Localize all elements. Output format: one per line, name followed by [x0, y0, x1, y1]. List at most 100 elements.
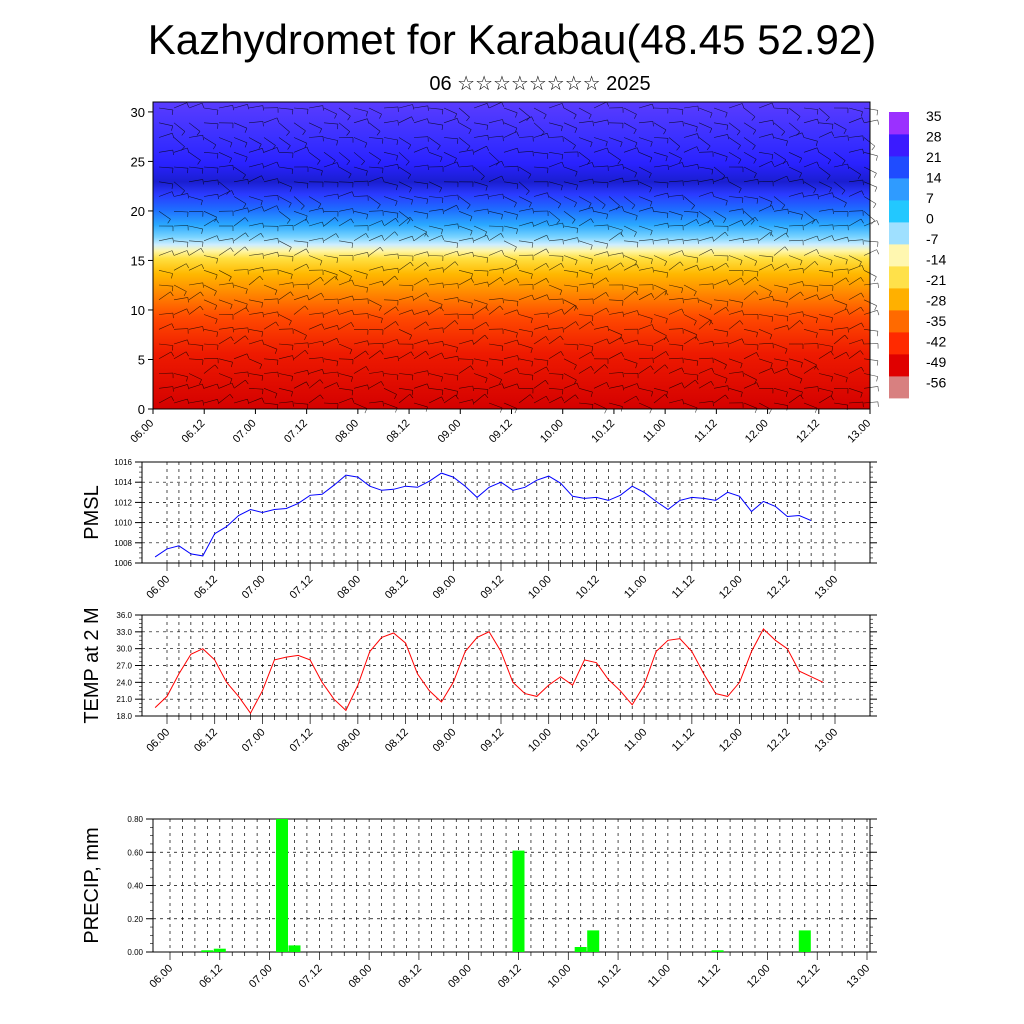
wind-barb-feather — [287, 145, 291, 150]
wind-barb-feather — [725, 112, 728, 118]
wind-barb-feather — [471, 273, 473, 279]
wind-barb — [488, 358, 503, 361]
wind-barb — [323, 325, 338, 330]
wind-barb-feather — [607, 147, 610, 153]
wind-barb-feather — [244, 217, 249, 222]
wind-barb — [563, 122, 578, 129]
wind-barb-feather — [873, 173, 877, 178]
wind-barb — [278, 152, 294, 154]
wind-barb-feather — [862, 135, 864, 141]
wind-barb-feather — [232, 327, 234, 333]
wind-barb — [698, 265, 713, 271]
wind-barb — [833, 163, 848, 168]
wind-barb-feather — [172, 168, 174, 174]
wind-barb — [863, 137, 876, 147]
wind-barb-feather — [697, 164, 699, 170]
wind-barb — [818, 395, 832, 404]
wind-barb-feather — [606, 307, 609, 313]
wind-barb-feather — [381, 220, 385, 226]
wind-barb — [578, 207, 593, 212]
y-tick-label: 10 — [131, 303, 145, 318]
wind-barb — [788, 211, 803, 215]
wind-barb-feather — [637, 339, 640, 345]
x-tick-label: 11.12 — [696, 962, 723, 989]
wind-barb-feather — [470, 365, 474, 371]
wind-barb-feather — [815, 365, 819, 371]
wind-barb — [803, 161, 818, 168]
wind-barb-feather — [350, 322, 354, 327]
wind-barb-feather — [288, 320, 292, 326]
wind-barb — [203, 314, 218, 320]
wind-barb — [563, 255, 578, 261]
wind-barb-feather — [172, 133, 175, 139]
wind-barb — [263, 117, 278, 124]
wind-barb-feather — [336, 257, 339, 263]
wind-barb — [743, 137, 756, 146]
wind-barb — [488, 119, 503, 124]
wind-barb — [248, 267, 263, 271]
wind-barb-feather — [200, 248, 204, 253]
wind-barb-feather — [455, 394, 459, 400]
wind-barb — [383, 267, 398, 271]
wind-barb-feather — [441, 390, 444, 396]
wind-barb-feather — [636, 383, 640, 389]
wind-barb — [818, 270, 833, 273]
wind-barb — [293, 295, 308, 301]
wind-barb-feather — [616, 205, 620, 210]
wind-barb-feather — [591, 162, 595, 168]
wind-barb — [593, 181, 609, 183]
wind-barb-feather — [604, 408, 607, 414]
wind-barb-feather — [486, 361, 488, 367]
wind-barb — [848, 277, 861, 286]
wind-barb — [308, 221, 323, 227]
wind-barb — [323, 162, 338, 168]
y-tick-label: 18.0 — [116, 712, 132, 721]
wind-barb — [638, 239, 653, 242]
wind-barb — [518, 270, 533, 275]
wind-barb-feather — [394, 275, 399, 281]
wind-barb-feather — [397, 374, 399, 380]
wind-barb — [683, 122, 698, 128]
wind-barb — [353, 402, 368, 409]
wind-barb-feather — [171, 323, 175, 329]
wind-barb — [713, 342, 728, 345]
wind-barb — [263, 147, 278, 153]
wind-barb — [653, 122, 667, 131]
wind-barb — [698, 219, 712, 227]
wind-barb-feather — [405, 161, 410, 166]
wind-barb — [593, 325, 608, 330]
wind-barb — [653, 192, 668, 197]
wind-barb — [188, 383, 203, 389]
wind-barb — [398, 255, 414, 257]
wind-barb-feather — [469, 216, 473, 222]
wind-barb-feather — [319, 260, 323, 266]
wind-barb-feather — [427, 310, 430, 316]
wind-barb-feather — [367, 384, 370, 390]
wind-barb-feather — [216, 109, 219, 116]
wind-barb — [653, 329, 667, 336]
wind-barb-feather — [590, 218, 594, 223]
wind-barb — [623, 339, 638, 345]
wind-barb — [488, 373, 502, 380]
wind-barb-feather — [651, 345, 654, 352]
wind-barb — [338, 397, 353, 404]
wind-barb-feather — [202, 135, 204, 141]
wind-barb — [338, 122, 350, 132]
wind-barb — [293, 342, 309, 345]
wind-barb — [578, 240, 593, 246]
wind-barb-feather — [229, 394, 234, 399]
wind-barb — [473, 208, 488, 212]
wind-barb — [263, 358, 278, 361]
wind-barb-feather — [457, 223, 459, 229]
wind-barb-feather — [800, 260, 803, 266]
wind-barb-feather — [486, 257, 489, 263]
wind-barb — [653, 255, 667, 262]
wind-barb — [368, 210, 384, 212]
wind-barb-feather — [441, 235, 445, 241]
wind-barb — [188, 373, 202, 380]
wind-barb — [593, 402, 607, 410]
wind-barb — [188, 326, 203, 330]
wind-barb — [683, 238, 698, 242]
wind-barb-feather — [815, 218, 819, 224]
wind-barb — [578, 388, 593, 393]
